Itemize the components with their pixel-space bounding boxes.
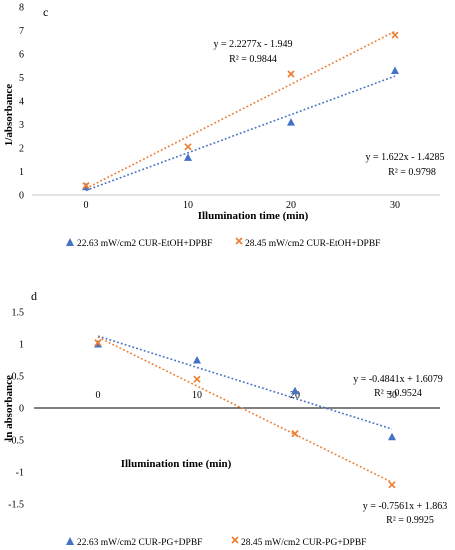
- x-tick-label: 10: [192, 390, 202, 401]
- trendline-series-2: [97, 336, 393, 484]
- trendline-series-1: [85, 75, 396, 192]
- panel-d: d ln absorbance Illumination time (min) …: [3, 289, 447, 526]
- panel-d-legend-series-1: 22.63 mW/cm2 CUR-PG+DPBF: [77, 538, 202, 548]
- y-tick-label: -0.5: [8, 436, 24, 447]
- legend-triangle-marker: [66, 537, 74, 545]
- panel-c-r2-blue: R² = 0.9798: [388, 167, 436, 178]
- panel-c-legend-series-2: 28.45 mW/cm2 CUR-EtOH+DPBF: [245, 239, 380, 249]
- trendline-series-1: [97, 335, 393, 430]
- data-point-triangle: [291, 386, 299, 395]
- data-point-triangle: [193, 356, 201, 364]
- y-tick-label: 1: [19, 340, 24, 351]
- y-tick-label: 0.5: [12, 372, 25, 383]
- panel-d-eq-blue: y = -0.4841x + 1.6079: [353, 374, 443, 385]
- x-tick-label: 20: [286, 200, 296, 211]
- panel-d-legend: 22.63 mW/cm2 CUR-PG+DPBF 28.45 mW/cm2 CU…: [66, 536, 366, 548]
- panel-d-xlabel: Illumination time (min): [121, 458, 232, 470]
- panel-d-legend-series-2: 28.45 mW/cm2 CUR-PG+DPBF: [241, 538, 366, 548]
- y-tick-label: 5: [19, 73, 24, 84]
- panel-c-ylabel: 1/absorbance: [3, 84, 15, 146]
- y-tick-label: 1.5: [12, 308, 25, 319]
- panel-c-eq-blue: y = 1.622x - 1.4285: [366, 152, 445, 163]
- data-point-x: [82, 181, 90, 190]
- panel-d-r2-blue: R² = 0.9524: [374, 388, 422, 399]
- panel-d-x-ticks: 0 10 20 30: [96, 390, 398, 401]
- panel-c-legend-series-1: 22.63 mW/cm2 CUR-EtOH+DPBF: [77, 239, 212, 249]
- panel-c-points: [82, 31, 399, 191]
- data-point-triangle: [391, 66, 399, 74]
- panel-c-trendlines: [85, 30, 396, 192]
- x-tick-label: 0: [84, 200, 89, 211]
- data-point-x: [94, 339, 102, 347]
- trendline-series-2: [85, 30, 396, 190]
- panel-c-y-ticks: 0 1 2 3 4 5 6 7 8: [19, 3, 24, 202]
- panel-d-trendlines: [97, 335, 393, 484]
- panel-c-legend: 22.63 mW/cm2 CUR-EtOH+DPBF 28.45 mW/cm2 …: [66, 237, 380, 249]
- data-point-triangle: [388, 432, 396, 441]
- panel-c-x-ticks: 0 10 20 30: [84, 200, 401, 211]
- panel-d-label: d: [31, 289, 37, 303]
- data-point-triangle: [184, 153, 192, 161]
- y-tick-label: 1: [19, 167, 24, 178]
- legend-x-marker: [235, 237, 243, 245]
- panel-d-points: [94, 339, 396, 489]
- y-tick-label: 6: [19, 50, 24, 61]
- data-point-x: [193, 375, 201, 383]
- panel-c-eq-orange: y = 2.2277x - 1.949: [214, 39, 293, 50]
- y-tick-label: 2: [19, 144, 24, 155]
- y-tick-label: -1: [16, 468, 24, 479]
- panel-d-ylabel: ln absorbance: [3, 375, 15, 441]
- y-tick-label: 4: [19, 97, 24, 108]
- data-point-x: [184, 143, 192, 151]
- x-tick-label: 0: [96, 390, 101, 401]
- panel-d-eq-orange: y = -0.7561x + 1.863: [363, 501, 448, 512]
- panel-c-xlabel: Illumination time (min): [198, 210, 309, 222]
- y-tick-label: 3: [19, 120, 24, 131]
- data-point-x: [287, 70, 295, 78]
- x-tick-label: 30: [387, 390, 397, 401]
- y-tick-label: 0: [19, 191, 24, 202]
- x-tick-label: 10: [183, 200, 193, 211]
- panel-d-r2-orange: R² = 0.9925: [386, 515, 434, 526]
- data-point-x: [391, 31, 399, 39]
- y-tick-label: 0: [19, 404, 24, 415]
- legend-x-marker: [231, 536, 239, 544]
- y-tick-label: 7: [19, 26, 24, 37]
- panel-c-label: c: [43, 5, 48, 19]
- data-point-triangle: [287, 118, 295, 126]
- data-point-x: [291, 429, 299, 438]
- legend-triangle-marker: [66, 238, 74, 246]
- panel-c-r2-orange: R² = 0.9844: [229, 54, 277, 65]
- x-tick-label: 20: [290, 390, 300, 401]
- x-tick-label: 30: [390, 200, 400, 211]
- panel-c: c 1/absorbance Illumination time (min) 0…: [3, 3, 444, 223]
- y-tick-label: -1.5: [8, 500, 24, 511]
- y-tick-label: 8: [19, 3, 24, 14]
- data-point-x: [388, 481, 396, 489]
- panel-d-y-ticks: 1.5 1 0.5 0 -0.5 -1 -1.5: [8, 308, 24, 511]
